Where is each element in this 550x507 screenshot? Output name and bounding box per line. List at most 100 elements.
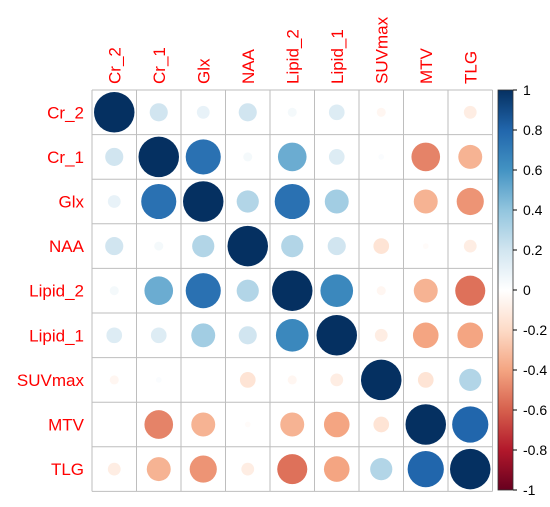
correlation-circle (330, 373, 344, 387)
correlation-circle (146, 457, 171, 482)
correlation-circle (141, 183, 177, 220)
correlation-circle (323, 411, 350, 438)
legend-tick-label: 1 (523, 82, 531, 98)
column-label-lipid-2: Lipid_2 (283, 29, 302, 84)
correlation-circle (417, 372, 434, 388)
legend-tick-label: -0.2 (523, 322, 547, 338)
row-label-cr-1: Cr_1 (47, 148, 84, 167)
correlation-circle (373, 416, 390, 433)
correlation-circle (94, 92, 135, 133)
correlation-circle (154, 241, 164, 251)
correlation-circle (109, 286, 119, 296)
column-label-cr-1: Cr_1 (150, 47, 169, 84)
correlation-circle (463, 105, 477, 119)
legend-tick-label: 0.8 (523, 122, 543, 138)
correlation-circle (328, 149, 345, 165)
correlation-circle (150, 327, 167, 344)
correlation-circle (138, 136, 179, 178)
correlation-circle (413, 189, 438, 214)
correlation-circle (457, 322, 484, 349)
correlation-circle (376, 286, 386, 296)
correlation-circle (281, 235, 304, 258)
correlation-circle (361, 359, 402, 401)
color-legend: 1 0.8 0.6 0.4 0.2 0 -0.2 -0.4 -0.6 -0.8 -1 (497, 82, 547, 498)
legend-tick-label: 0.4 (523, 202, 543, 218)
correlation-circle (272, 270, 313, 311)
correlation-circle (413, 278, 438, 303)
column-label-mtv: MTV (417, 47, 436, 84)
correlation-circle (277, 142, 307, 172)
correlation-circle (422, 243, 429, 249)
correlation-circle (149, 103, 168, 122)
correlation-circle (275, 318, 309, 352)
correlation-circle (370, 458, 393, 481)
legend-tick-label: -0.4 (523, 362, 547, 378)
correlation-circle (376, 107, 386, 117)
correlation-circle (328, 104, 345, 121)
correlation-circle (244, 421, 251, 428)
correlation-circle (144, 410, 174, 439)
row-label-lipid-2: Lipid_2 (29, 282, 84, 301)
correlation-circle (373, 238, 390, 254)
correlation-circle (236, 279, 259, 302)
correlation-circle (324, 189, 349, 214)
column-label-lipid-1: Lipid_1 (328, 29, 347, 84)
correlation-circle (238, 326, 257, 345)
column-label-tlg: TLG (461, 51, 480, 84)
column-label-glx: Glx (194, 58, 213, 84)
correlation-circle (107, 195, 121, 208)
correlation-circle (287, 107, 297, 117)
correlation-circle (405, 404, 446, 445)
correlation-circle (463, 239, 477, 253)
row-label-suvmax: SUVmax (17, 371, 85, 390)
correlation-circle (456, 187, 484, 216)
correlation-circle (452, 406, 489, 443)
correlation-circle (378, 154, 385, 160)
correlation-circle (412, 322, 439, 349)
correlation-circle (144, 276, 174, 306)
correlation-circle (455, 275, 486, 306)
correlation-circle (239, 372, 256, 388)
legend-tick-label: 0.2 (523, 242, 543, 258)
row-label-glx: Glx (59, 193, 85, 212)
correlation-circle (192, 235, 215, 258)
correlation-circle (241, 462, 255, 476)
correlation-circle (189, 455, 217, 483)
row-label-tlg: TLG (51, 460, 84, 479)
correlation-circle (155, 377, 162, 383)
correlation-circle (196, 105, 210, 119)
correlation-circle (459, 368, 482, 391)
correlation-circle (191, 323, 216, 348)
color-bar (497, 89, 514, 491)
correlation-circle (320, 274, 354, 308)
correlation-circle (107, 462, 121, 476)
correlation-circle (407, 450, 444, 488)
correlation-circle (236, 190, 259, 213)
correlation-circles (94, 92, 491, 490)
correlation-circle (106, 327, 123, 344)
column-labels: Cr_2 Cr_1 Glx NAA Lipid_2 Lipid_1 SUVmax MTV TLG (105, 16, 480, 84)
column-label-cr-2: Cr_2 (105, 47, 124, 84)
correlation-circle (450, 448, 491, 490)
correlation-circle (411, 142, 441, 172)
legend-tick-label: -0.8 (523, 442, 547, 458)
row-label-lipid-1: Lipid_1 (29, 326, 84, 345)
correlation-circle (227, 225, 268, 267)
row-label-cr-2: Cr_2 (47, 103, 84, 122)
row-labels: Cr_2 Cr_1 Glx NAA Lipid_2 Lipid_1 SUVmax MTV TLG (17, 103, 85, 479)
correlation-circle (191, 412, 216, 437)
correlation-circle (238, 103, 257, 122)
correlation-circle (458, 144, 483, 169)
legend-tick-label: 0 (523, 282, 531, 298)
correlation-circle (105, 237, 124, 256)
correlation-circle (316, 315, 357, 356)
correlation-circle (277, 454, 308, 485)
legend-tick-label: -1 (523, 482, 536, 498)
row-label-naa: NAA (49, 237, 85, 256)
correlation-circle (185, 273, 221, 309)
correlation-circle (109, 375, 119, 385)
column-label-suvmax: SUVmax (372, 16, 391, 84)
legend-tick-label: 0.6 (523, 162, 543, 178)
